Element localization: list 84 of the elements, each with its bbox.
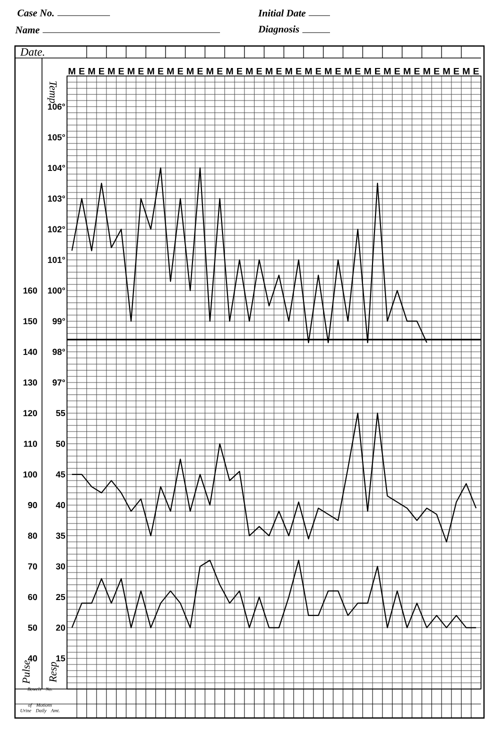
y2-tick-label: 100°: [48, 287, 66, 294]
x-tick-label: M: [305, 68, 312, 74]
y3-tick-label: 20: [56, 624, 66, 631]
x-tick-label: E: [178, 68, 184, 74]
x-tick-label: M: [324, 68, 332, 74]
y-tick-label: 60: [28, 594, 38, 600]
x-tick-label: E: [296, 68, 302, 74]
x-tick-label: E: [276, 68, 282, 74]
y-tick-label: 160: [23, 287, 38, 294]
x-tick-label: M: [424, 68, 430, 74]
x-tick-label: E: [394, 68, 400, 74]
x-tick-label: E: [198, 68, 203, 74]
y3-tick-label: 30: [56, 563, 66, 570]
x-tick-label: E: [138, 68, 144, 74]
x-tick-label: E: [375, 68, 380, 74]
y2-tick-label: 106°: [48, 104, 66, 110]
y2-axis-title: Temp: [47, 81, 57, 104]
x-tick-label: M: [286, 68, 292, 74]
y2-tick-label: 101°: [48, 256, 66, 263]
text: Initial Date: [258, 9, 306, 17]
y-tick-label: 40: [28, 655, 38, 662]
x-tick-label: M: [384, 68, 391, 74]
x-tick-label: M: [404, 68, 410, 74]
y3-axis-title: Resp: [49, 662, 59, 682]
x-tick-label: E: [118, 68, 124, 74]
y2-tick-label: 97°: [52, 379, 66, 386]
text: Name: [15, 26, 40, 34]
text: Case No.: [18, 10, 54, 16]
y-tick-label: 130: [23, 379, 38, 386]
x-tick-label: M: [266, 68, 272, 74]
y3-tick-label: 55: [56, 410, 66, 416]
x-tick-label: E: [355, 68, 361, 74]
y3-tick-label: 25: [56, 594, 66, 600]
text: Date.: [20, 48, 44, 56]
x-tick-label: M: [344, 68, 352, 74]
y3-tick-label: 50: [56, 440, 66, 447]
y2-tick-label: 98°: [52, 348, 66, 355]
x-tick-label: M: [148, 68, 154, 74]
y3-tick-label: 15: [56, 655, 66, 662]
y2-tick-label: 103°: [48, 196, 66, 202]
y3-tick-label: 35: [56, 532, 66, 539]
y-tick-label: 90: [28, 502, 38, 508]
y3-tick-label: 45: [56, 471, 66, 478]
x-tick-label: M: [364, 68, 371, 74]
x-tick-label: M: [167, 68, 174, 74]
x-tick-label: E: [336, 68, 341, 74]
y-tick-label: 110: [24, 440, 38, 447]
x-tick-label: M: [88, 68, 95, 74]
x-tick-label: E: [158, 68, 164, 74]
x-tick-label: M: [128, 68, 134, 74]
x-tick-label: E: [474, 68, 479, 74]
x-tick-label: E: [99, 68, 104, 74]
y-tick-label: 70: [28, 563, 38, 570]
line-series: [71, 560, 477, 628]
x-tick-label: M: [68, 68, 76, 74]
x-tick-label: E: [217, 68, 223, 74]
x-tick-label: M: [462, 68, 470, 74]
y2-tick-label: 99°: [52, 318, 66, 324]
y2-tick-label: 102°: [48, 226, 66, 232]
x-tick-label: M: [206, 68, 214, 74]
x-tick-label: M: [246, 68, 253, 74]
x-tick-label: M: [108, 68, 115, 74]
y-tick-label: 150: [23, 318, 38, 324]
x-tick-label: E: [237, 68, 242, 74]
x-tick-label: E: [454, 68, 460, 74]
y2-tick-label: 105°: [48, 134, 66, 140]
x-tick-label: E: [79, 68, 85, 74]
x-tick-label: E: [434, 68, 440, 74]
x-tick-label: E: [316, 68, 322, 74]
text: Diagnosis: [258, 25, 300, 35]
x-tick-label: M: [226, 68, 233, 74]
x-tick-label: M: [443, 68, 450, 74]
y2-tick-label: 104°: [48, 164, 66, 172]
x-tick-label: E: [256, 68, 262, 74]
y3-tick-label: 40: [56, 502, 66, 508]
x-tick-label: M: [186, 68, 194, 74]
line-series: [71, 412, 477, 542]
y-tick-label: 120: [23, 410, 38, 416]
y-tick-label: 50: [28, 624, 38, 631]
y-tick-label: 100: [23, 471, 38, 478]
y-tick-label: 140: [23, 348, 38, 355]
y-axis-title: Pulse: [22, 660, 30, 684]
y-tick-label: 80: [28, 532, 38, 539]
x-tick-label: E: [414, 68, 420, 74]
